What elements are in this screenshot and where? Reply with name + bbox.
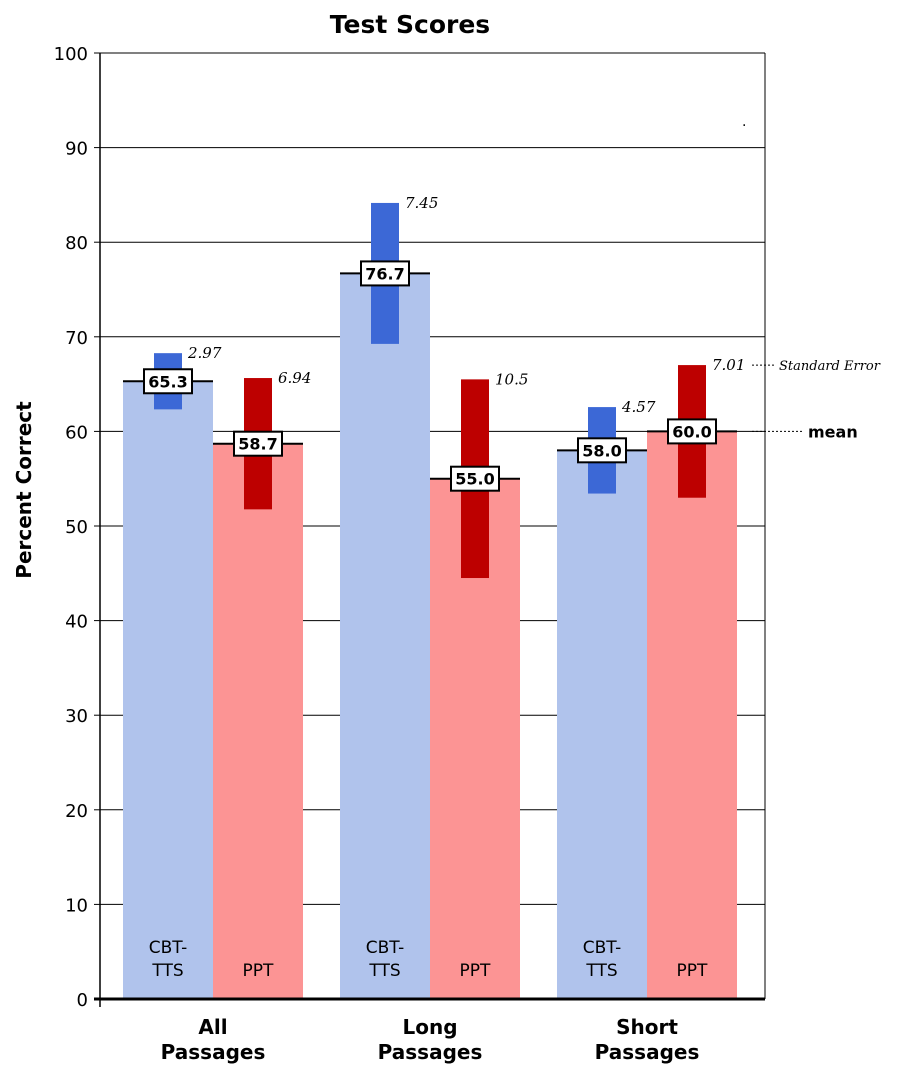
mean-label: 65.3 xyxy=(148,372,187,391)
category-label: Passages xyxy=(595,1040,700,1064)
y-tick-label: 70 xyxy=(65,328,88,349)
y-tick-label: 10 xyxy=(65,895,88,916)
bars xyxy=(123,202,737,1000)
mean-label: 58.7 xyxy=(238,435,277,454)
se-label: 10.5 xyxy=(495,370,528,388)
y-tick-label: 50 xyxy=(65,517,88,538)
mean-label: 76.7 xyxy=(365,264,404,283)
series-label: TTS xyxy=(151,961,183,981)
chart-title: Test Scores xyxy=(330,10,490,39)
stray-dot: . xyxy=(742,114,746,130)
series-label: CBT- xyxy=(149,938,188,958)
series-label: TTS xyxy=(585,961,617,981)
se-label: 6.94 xyxy=(278,369,311,387)
series-label: CBT- xyxy=(366,938,405,958)
series-label: PPT xyxy=(243,961,275,981)
series-label: PPT xyxy=(460,961,492,981)
bar xyxy=(340,273,430,1000)
y-tick-label: 40 xyxy=(65,612,88,633)
mean-box xyxy=(233,430,283,457)
se-label: 7.01 xyxy=(712,356,745,374)
se-annotation: Standard Error xyxy=(779,359,881,374)
y-axis-label: Percent Correct xyxy=(12,401,36,579)
bar xyxy=(647,431,737,999)
mean-label: 55.0 xyxy=(455,470,494,489)
mean-box xyxy=(577,437,627,464)
mean-box xyxy=(360,260,410,287)
se-label: 7.45 xyxy=(405,194,438,212)
labels: 0 10 20 30 40 50 60 70 80 90 100 65.32.97 CBT- TTS 58.… xyxy=(54,44,881,1064)
bar xyxy=(557,450,647,999)
se-label: 4.57 xyxy=(621,398,656,416)
y-tick-label: 100 xyxy=(54,44,88,65)
axes xyxy=(94,52,766,1007)
category-label: Passages xyxy=(161,1040,266,1064)
mean-box xyxy=(450,465,500,492)
y-tick-label: 90 xyxy=(65,139,88,160)
category-label: Long xyxy=(402,1015,457,1039)
mean-annotation: mean xyxy=(808,422,858,441)
y-tick-label: 0 xyxy=(77,990,88,1011)
y-tick-label: 30 xyxy=(65,706,88,727)
y-tick-label: 60 xyxy=(65,422,88,443)
y-tick-label: 20 xyxy=(65,801,88,822)
bar xyxy=(123,381,213,1000)
bar xyxy=(213,443,303,999)
se-label: 2.97 xyxy=(187,344,222,362)
mean-box xyxy=(667,418,717,445)
series-label: CBT- xyxy=(583,938,622,958)
mean-label: 58.0 xyxy=(582,441,621,460)
mean-box xyxy=(143,368,193,395)
mean-label: 60.0 xyxy=(672,422,711,441)
series-label: TTS xyxy=(368,961,400,981)
series-label: PPT xyxy=(677,961,709,981)
y-tick-label: 80 xyxy=(65,233,88,254)
category-label: All xyxy=(198,1015,227,1039)
category-label: Passages xyxy=(378,1040,483,1064)
category-label: Short xyxy=(616,1015,678,1039)
